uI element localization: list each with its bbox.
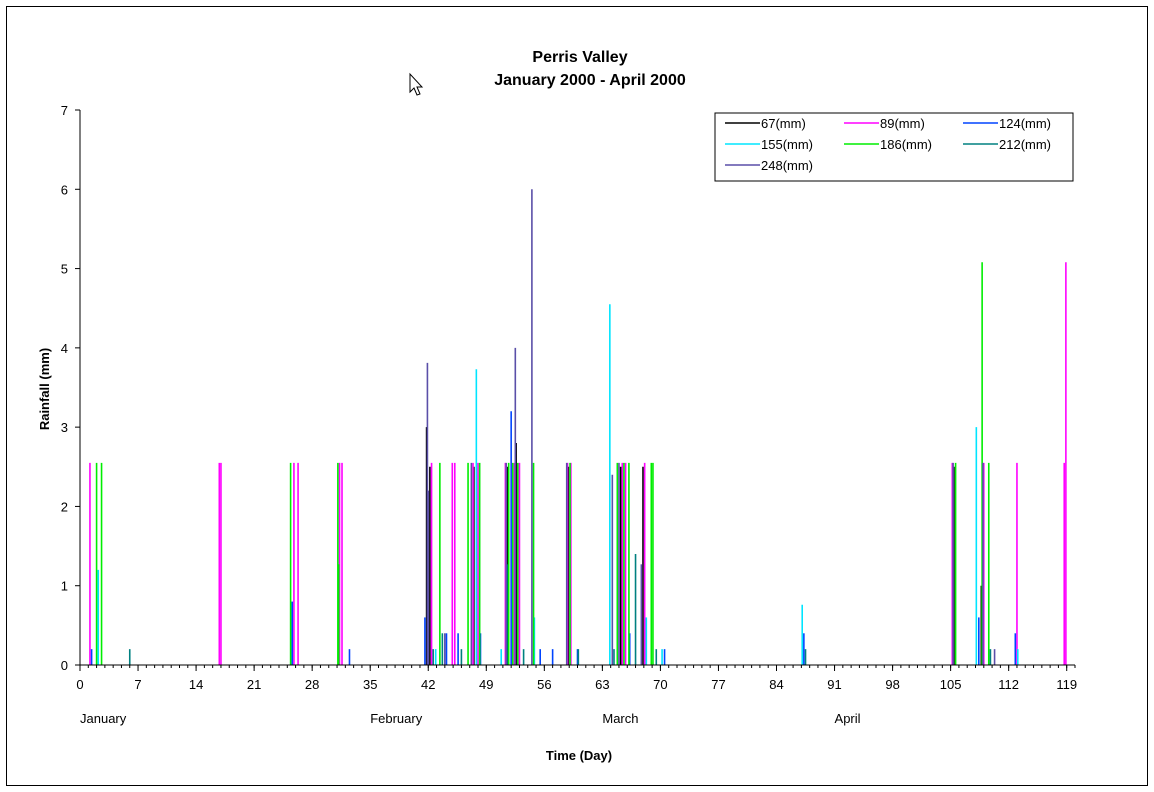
axes: 0 7 14 21 28 35 42 49 56 63 70 77 84 91 98 105 112 119012…: [61, 103, 1077, 726]
x-tick-label: 119: [1056, 677, 1077, 692]
month-label: March: [602, 711, 638, 726]
x-tick-label: 35: [363, 677, 377, 692]
x-tick-label: 0: [76, 677, 83, 692]
y-tick-label: 4: [61, 341, 68, 356]
x-tick-label: 70: [653, 677, 667, 692]
month-label: April: [835, 711, 861, 726]
legend-label: 155(mm): [761, 137, 813, 152]
y-tick-label: 5: [61, 262, 68, 277]
cursor-arrow-icon: [409, 72, 424, 96]
legend-label: 124(mm): [999, 116, 1051, 131]
y-tick-label: 3: [61, 420, 68, 435]
plot-bars: [89, 189, 1067, 665]
x-tick-label: 98: [885, 677, 899, 692]
legend-label: 89(mm): [880, 116, 925, 131]
y-tick-label: 6: [61, 182, 68, 197]
x-axis-title: Time (Day): [546, 748, 612, 763]
legend-label: 212(mm): [999, 137, 1051, 152]
x-tick-label: 91: [827, 677, 841, 692]
legend-label: 248(mm): [761, 158, 813, 173]
month-label: January: [80, 711, 127, 726]
legend-box: [714, 112, 1074, 182]
x-tick-label: 56: [537, 677, 551, 692]
x-tick-label: 105: [940, 677, 962, 692]
y-tick-label: 1: [61, 579, 68, 594]
x-tick-label: 28: [305, 677, 319, 692]
x-tick-label: 14: [189, 677, 203, 692]
x-tick-label: 112: [998, 677, 1019, 692]
chart-subtitle: January 2000 - April 2000: [494, 72, 686, 89]
y-axis-title: Rainfall (mm): [37, 348, 52, 430]
y-tick-label: 7: [61, 103, 68, 118]
x-tick-label: 63: [595, 677, 609, 692]
legend: 67(mm) 89(mm) 124(mm) 155(mm) 186(mm) 212(mm)…: [714, 112, 1074, 182]
y-tick-label: 0: [61, 658, 68, 673]
x-tick-label: 49: [479, 677, 493, 692]
y-tick-label: 2: [61, 499, 68, 514]
x-tick-label: 21: [247, 677, 261, 692]
x-tick-label: 7: [134, 677, 141, 692]
legend-label: 67(mm): [761, 116, 806, 131]
x-tick-label: 42: [421, 677, 435, 692]
x-tick-label: 84: [769, 677, 783, 692]
legend-label: 186(mm): [880, 137, 932, 152]
x-tick-label: 77: [711, 677, 725, 692]
month-label: February: [370, 711, 423, 726]
chart-title: Perris Valley: [532, 49, 627, 66]
